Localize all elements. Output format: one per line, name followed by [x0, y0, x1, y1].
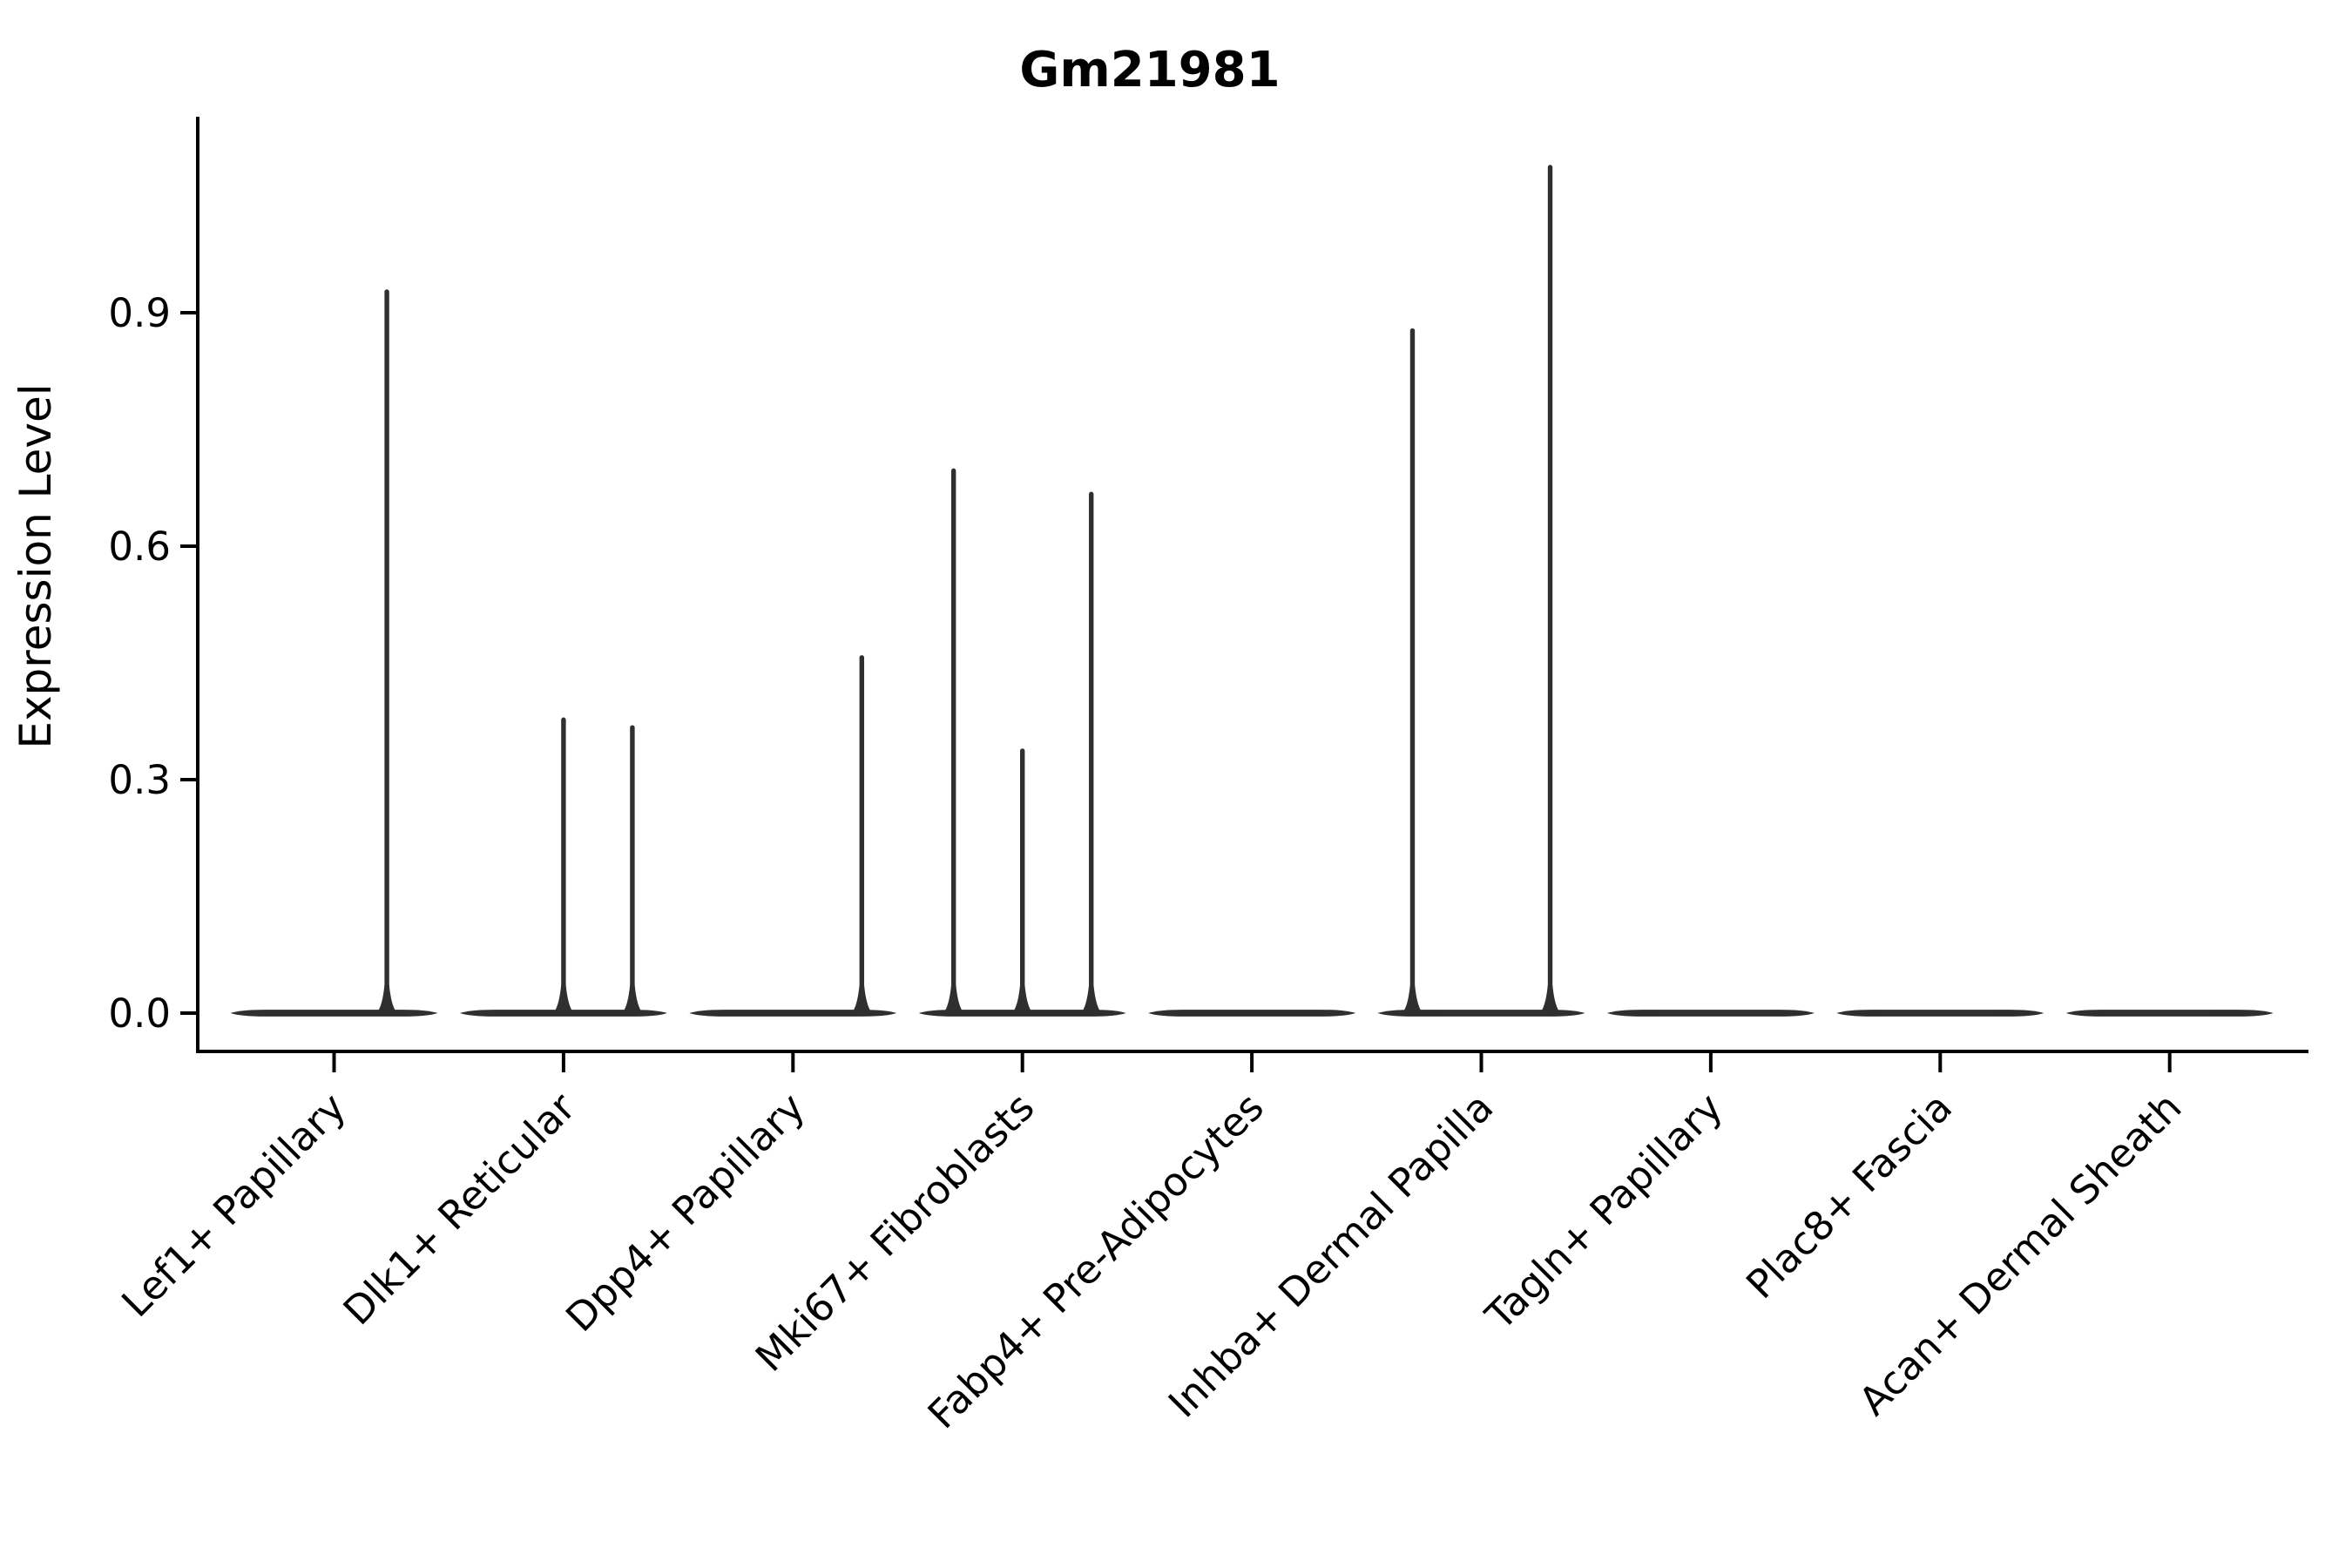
- violin-spike-base: [1012, 985, 1032, 1012]
- violin-body: [230, 1010, 438, 1017]
- violin-spike-base: [553, 985, 573, 1012]
- y-tick-label: 0.3: [108, 757, 171, 803]
- violins-group: [230, 165, 2274, 1017]
- violin-body: [918, 1010, 1126, 1017]
- violin-spike-base: [1402, 985, 1423, 1012]
- x-tick-label: Lef1+ Papillary: [112, 1084, 355, 1326]
- y-axis-label: Expression Level: [10, 383, 61, 748]
- violin-body: [1836, 1010, 2044, 1017]
- y-tick-label: 0.6: [108, 524, 171, 570]
- violin-body: [2065, 1010, 2274, 1017]
- violin-body: [1148, 1010, 1356, 1017]
- violin-spike-base: [1540, 985, 1560, 1012]
- violin-spike-base: [622, 985, 642, 1012]
- violin-spike-base: [1081, 985, 1101, 1012]
- violin-spike-base: [852, 985, 872, 1012]
- x-tick-label: Tagln+ Papillary: [1476, 1084, 1731, 1339]
- violin-body: [1377, 1010, 1585, 1017]
- violin-body: [459, 1010, 667, 1017]
- violin-body: [1606, 1010, 1815, 1017]
- y-tick-label: 0.0: [108, 990, 171, 1037]
- violin-body: [689, 1010, 897, 1017]
- chart-title: Gm21981: [1019, 42, 1280, 98]
- violin-spike-base: [943, 985, 963, 1012]
- x-tick-label: Dpp4+ Papillary: [557, 1084, 814, 1341]
- x-tick-label: Dlk1+ Reticular: [335, 1084, 585, 1334]
- x-tick-label: Plac8+ Fascia: [1737, 1084, 1961, 1308]
- violin-spike-base: [377, 985, 397, 1012]
- y-tick-label: 0.9: [108, 290, 171, 336]
